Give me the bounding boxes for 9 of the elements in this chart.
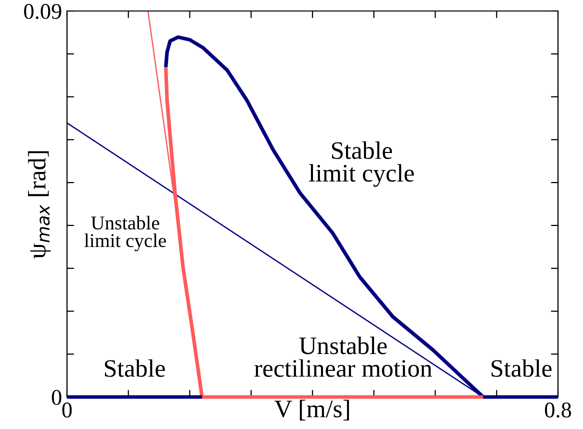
x-axis-title: V [m/s] [274, 400, 349, 420]
annotation: Unstable rectilinear motion [254, 336, 432, 377]
x-tick-label: 0.8 [544, 402, 572, 418]
annotation: Stable limit cycle [308, 141, 414, 187]
annotation: Stable [492, 359, 552, 377]
y-axis-title: ψ$_{max}$ [rad] [28, 151, 51, 259]
y-tick-label: 0.09 [24, 4, 62, 20]
annotation: Unstable limit cycle [84, 216, 166, 252]
annotation: Stable [104, 359, 165, 377]
